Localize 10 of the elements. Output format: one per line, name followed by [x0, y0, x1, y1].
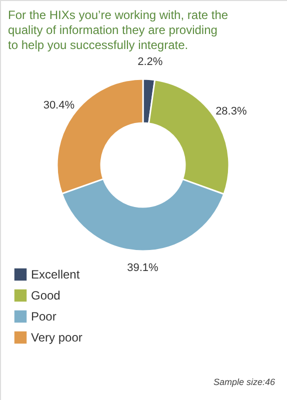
- data-label: 28.3%: [216, 106, 247, 118]
- legend-label: Poor: [31, 310, 56, 324]
- legend-label: Good: [31, 288, 60, 302]
- legend-label: Excellent: [31, 268, 80, 282]
- chart-title: For the HIXs you’re working with, rate the quality of information they are providing to help you successfully integrate.: [8, 8, 228, 52]
- data-label: 30.4%: [43, 100, 75, 112]
- data-label: 2.2%: [138, 56, 163, 68]
- legend-label: Very poor: [31, 330, 82, 344]
- data-label: 39.1%: [127, 262, 158, 274]
- text: Sample size:46: [213, 377, 275, 387]
